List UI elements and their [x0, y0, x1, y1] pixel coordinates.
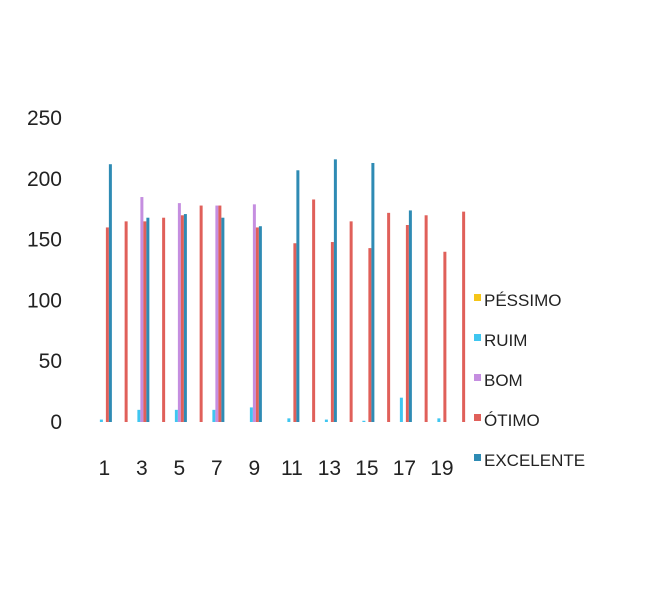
legend-label: BOM	[484, 371, 523, 390]
bar-ótimo-11	[293, 243, 296, 422]
plot-area	[100, 159, 465, 422]
bar-bom-3	[140, 197, 143, 422]
bar-ótimo-13	[331, 242, 334, 422]
x-axis: 1 3 5 7 9 11 13 15 17 19	[99, 457, 454, 480]
bar-ótimo-20	[462, 212, 465, 422]
bar-excelente-1	[109, 164, 112, 422]
legend-swatch	[474, 334, 481, 341]
x-tick-label: 19	[430, 457, 453, 480]
bar-bom-7	[215, 206, 218, 422]
y-tick-label: 0	[50, 411, 62, 434]
x-tick-label: 13	[318, 457, 341, 480]
bar-ruim-3	[137, 410, 140, 422]
bar-ruim-1	[100, 420, 103, 422]
bar-ruim-17	[400, 398, 403, 422]
bar-ótimo-4	[162, 218, 165, 422]
x-tick-label: 17	[393, 457, 416, 480]
bar-ótimo-14	[350, 221, 353, 422]
x-tick-label: 3	[136, 457, 148, 480]
bar-excelente-11	[296, 170, 299, 422]
bar-bom-9	[253, 204, 256, 422]
legend-swatch	[474, 294, 481, 301]
bar-ruim-5	[175, 410, 178, 422]
y-tick-label: 150	[27, 229, 62, 252]
bar-ótimo-5	[181, 215, 184, 422]
bar-ótimo-19	[443, 252, 446, 422]
bar-ótimo-16	[387, 213, 390, 422]
legend-label: ÓTIMO	[484, 411, 540, 430]
bar-excelente-17	[409, 210, 412, 422]
y-tick-label: 100	[27, 289, 62, 312]
bar-ruim-11	[287, 418, 290, 422]
x-tick-label: 15	[355, 457, 378, 480]
x-tick-label: 7	[211, 457, 223, 480]
y-tick-label: 200	[27, 168, 62, 191]
y-axis: 0 50 100 150 200 250	[27, 107, 62, 434]
legend: PÉSSIMO RUIM BOM ÓTIMO EXCELENTE	[474, 291, 585, 470]
bar-ótimo-2	[125, 221, 128, 422]
bar-ótimo-17	[406, 225, 409, 422]
bar-ótimo-15	[368, 248, 371, 422]
x-tick-label: 9	[249, 457, 261, 480]
y-tick-label: 250	[27, 107, 62, 130]
legend-swatch	[474, 454, 481, 461]
bar-excelente-7	[221, 218, 224, 422]
bar-ótimo-3	[143, 221, 146, 422]
bar-ruim-13	[325, 420, 328, 422]
bar-ótimo-18	[425, 215, 428, 422]
bar-ótimo-12	[312, 199, 315, 422]
bar-ruim-15	[362, 421, 365, 422]
legend-label: EXCELENTE	[484, 451, 585, 470]
legend-swatch	[474, 414, 481, 421]
legend-label: RUIM	[484, 331, 527, 350]
x-tick-label: 5	[174, 457, 186, 480]
bar-bom-5	[178, 203, 181, 422]
bar-ótimo-1	[106, 227, 109, 422]
bar-excelente-13	[334, 159, 337, 422]
bar-excelente-5	[184, 214, 187, 422]
legend-label: PÉSSIMO	[484, 291, 561, 310]
bar-ruim-7	[212, 410, 215, 422]
bar-ótimo-7	[218, 206, 221, 422]
y-tick-label: 50	[39, 350, 62, 373]
bar-ruim-19	[437, 418, 440, 422]
bar-ótimo-9	[256, 227, 259, 422]
bar-excelente-15	[371, 163, 374, 422]
x-tick-label: 11	[281, 457, 303, 480]
bar-excelente-9	[259, 226, 262, 422]
bar-ruim-9	[250, 407, 253, 422]
bar-ótimo-6	[200, 206, 203, 422]
legend-swatch	[474, 374, 481, 381]
bar-excelente-3	[146, 218, 149, 422]
x-tick-label: 1	[99, 457, 111, 480]
